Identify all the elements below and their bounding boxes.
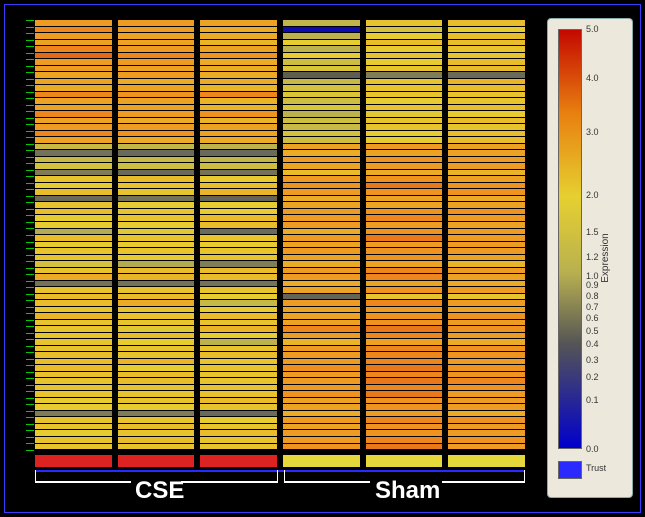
- legend-tick: 1.2: [586, 252, 599, 262]
- heatmap-col: [283, 20, 360, 450]
- heatmap-cell: [283, 444, 360, 451]
- trust-bar: [558, 461, 582, 479]
- legend-tick: 0.3: [586, 355, 599, 365]
- heatmap-col: [366, 20, 443, 450]
- group-color-bars: [35, 455, 525, 467]
- legend-tick: 0.6: [586, 313, 599, 323]
- legend-tick: 0.1: [586, 395, 599, 405]
- group-bar: [200, 455, 277, 467]
- group-label-sham: Sham: [375, 477, 440, 505]
- legend-gradient: [558, 29, 582, 449]
- group-bar: [283, 455, 360, 467]
- color-legend: 0.0 0.1 0.2 0.3 0.4 0.5 0.60.70.80.91.0 1.2 1.5 2…: [547, 18, 633, 498]
- heatmap-col: [35, 20, 112, 450]
- legend-tick: 0.0: [586, 444, 599, 454]
- legend-tick: 3.0: [586, 127, 599, 137]
- legend-tick: 0.9: [586, 280, 599, 290]
- heatmap-col: [448, 20, 525, 450]
- legend-tick: 1.0: [586, 271, 599, 281]
- legend-tick: 0.5: [586, 326, 599, 336]
- legend-tick: 4.0: [586, 73, 599, 83]
- legend-tick: 1.5: [586, 227, 599, 237]
- trust-label: Trust: [586, 463, 606, 473]
- group-bar: [35, 455, 112, 467]
- legend-tick: 0.7: [586, 302, 599, 312]
- heatmap-cell: [118, 444, 195, 451]
- legend-axis-label: Expression: [600, 233, 611, 282]
- legend-tick: 2.0: [586, 190, 599, 200]
- legend-tick: 0.8: [586, 291, 599, 301]
- group-bar: [448, 455, 525, 467]
- legend-tick: 0.4: [586, 339, 599, 349]
- legend-tick: 5.0: [586, 24, 599, 34]
- row-ticks: [24, 20, 35, 450]
- group-bar: [366, 455, 443, 467]
- heatmap-cell: [366, 444, 443, 451]
- heatmap-col: [200, 20, 277, 450]
- legend-tick: 0.2: [586, 372, 599, 382]
- heatmap-col: [118, 20, 195, 450]
- group-label-cse: CSE: [135, 477, 184, 505]
- group-bar: [118, 455, 195, 467]
- heatmap-cell: [200, 444, 277, 451]
- heatmap-cell: [35, 444, 112, 451]
- heatmap: [35, 20, 525, 450]
- heatmap-cell: [448, 444, 525, 451]
